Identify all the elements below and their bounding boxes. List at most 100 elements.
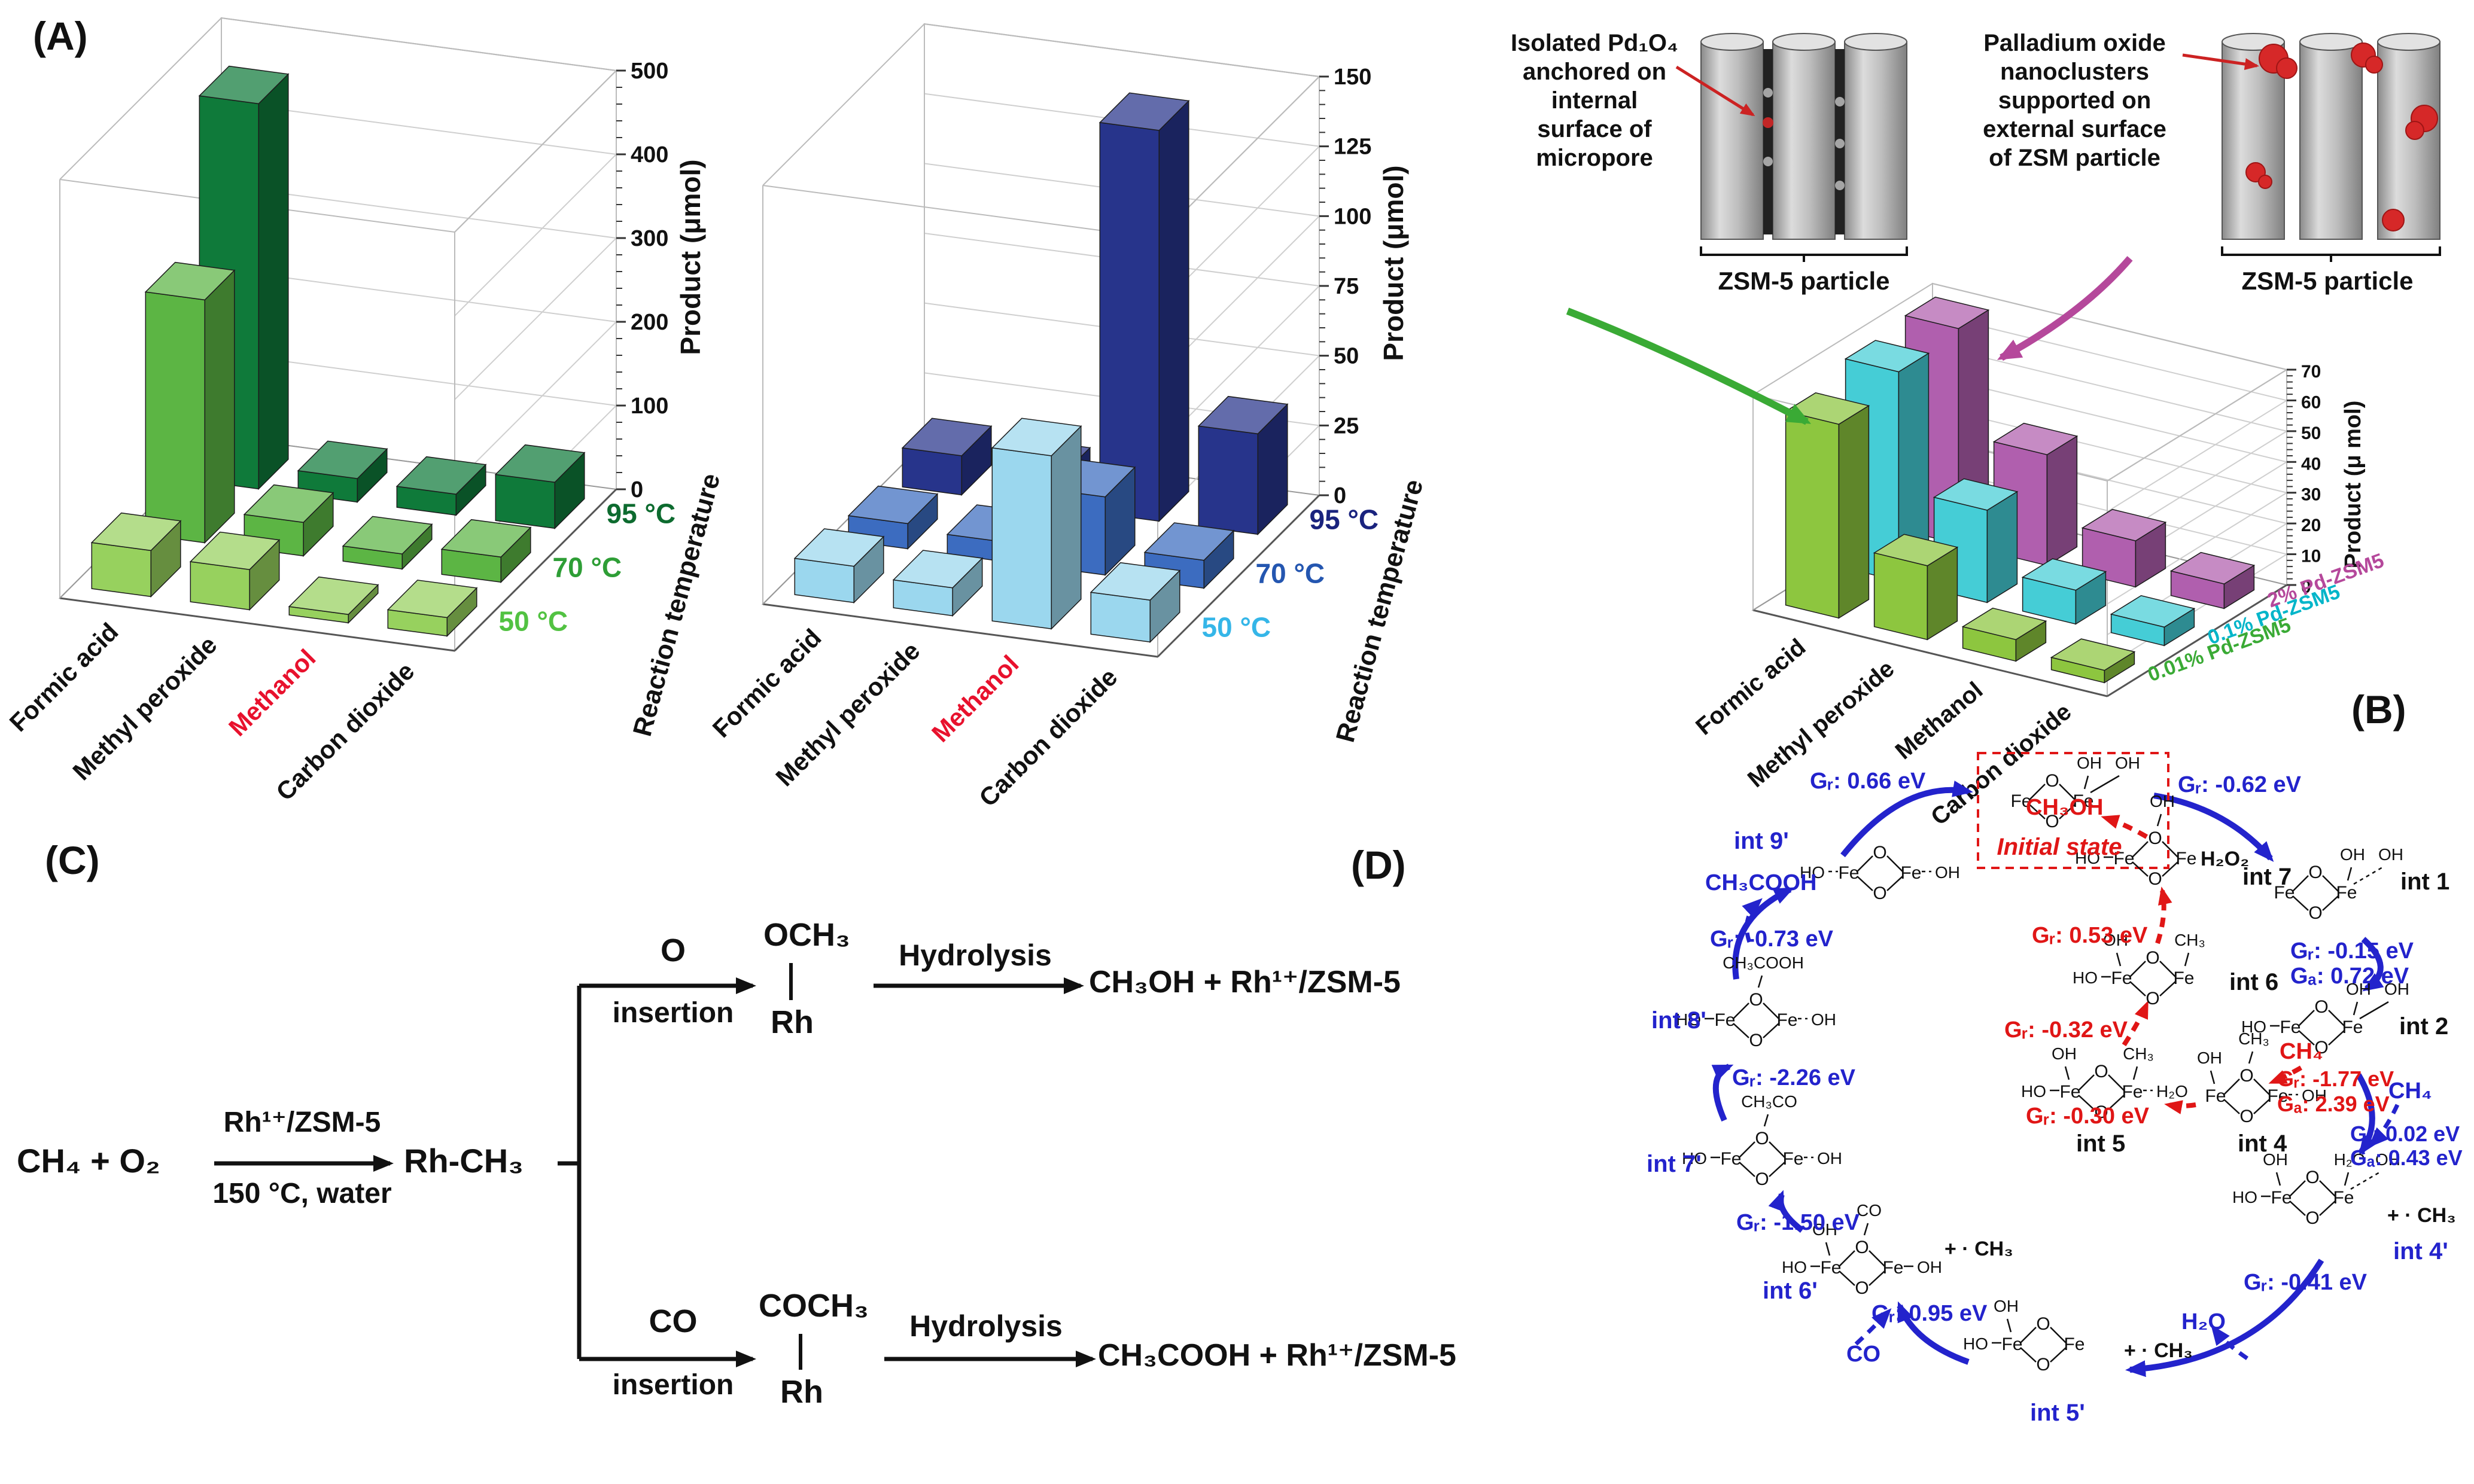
ligand-label: OH [2150, 792, 2175, 810]
bond [2108, 1074, 2125, 1091]
bridge-o-atom: O [1873, 883, 1886, 903]
chart-line [59, 17, 222, 180]
bar-top [387, 580, 478, 618]
zsm5-particle-external-schematic [2221, 33, 2441, 262]
bond [1769, 1162, 1785, 1177]
chart-blue-3d-bars: 0 25 50 75 100 125 150 Product (μmol) 50 °C 70 °C… [707, 23, 1429, 812]
ligand-bond [2353, 866, 2383, 885]
bridge-o-atom: O [1755, 1169, 1769, 1189]
fe-atom: Fe [2271, 1188, 2292, 1208]
ligand-label: OH [1994, 1297, 2019, 1315]
bar-top [198, 65, 290, 105]
ligand-label: OH [2375, 1150, 2400, 1169]
bond [2029, 804, 2046, 819]
bar-top [1098, 92, 1190, 131]
panel-d-label-h2o: H₂O [2181, 1309, 2226, 1334]
bond [1857, 876, 1873, 891]
bond [2029, 784, 2046, 800]
pd-site-dot [1835, 181, 1845, 190]
bar-side [1838, 404, 1870, 619]
bar-top [1904, 296, 1990, 330]
caption-pd-nanoclusters: Palladium oxide nanoclusters supported o… [1983, 30, 2166, 171]
chart-line [221, 17, 617, 71]
bar-top [1933, 478, 2019, 511]
panel-d-label-int9p: int 9' [1734, 828, 1789, 854]
pd-site-dot [1763, 88, 1773, 97]
condition-catalyst: Rh¹⁺/ZSM-5 [223, 1107, 381, 1138]
z-axis-title: Product (μmol) [675, 159, 706, 355]
bond [2319, 1180, 2336, 1197]
ligand-bond [2184, 952, 2190, 967]
bar-top [2050, 638, 2136, 671]
fe-atom: Fe [2342, 1017, 2363, 1037]
ligand-label: OH [1917, 1258, 1942, 1276]
bridge-o-atom: O [2036, 1314, 2050, 1334]
z-tick-label: 100 [631, 394, 668, 419]
z-axis-title: Product (μ mol) [2341, 401, 2366, 569]
condition-temperature: 150 °C, water [212, 1178, 392, 1209]
panel-d-label-int8p: int 8' [1651, 1007, 1706, 1034]
bond [2292, 895, 2309, 911]
panel-d-label-gm015: Gᵣ: -0.15 eV [2290, 938, 2414, 964]
series-label: 95 °C [607, 498, 676, 529]
fe-atom: Fe [1720, 1149, 1741, 1169]
fe-complex-s_1: Fe Fe O O OH OH [2274, 845, 2403, 923]
chart-line [454, 237, 617, 400]
panel-d-label-gm032: Gᵣ: -0.32 eV [2004, 1017, 2128, 1043]
ligand-label: CH₃ [2238, 1029, 2269, 1048]
bridge-o-atom: O [2239, 1107, 2253, 1126]
branch-fork [558, 986, 582, 1359]
panel-d-label-int5: int 5 [2076, 1130, 2126, 1157]
panel-c-reaction-scheme: (C) CH₄ + O₂ Rh¹⁺/ZSM-5 150 °C, water Rh… [12, 825, 1456, 1483]
cycle-arrow-red [2122, 1000, 2149, 1047]
bar-front [1873, 552, 1928, 641]
cycle-arrow-blue [2361, 937, 2384, 992]
bridge-o-atom: O [2314, 1038, 2328, 1058]
panel-d-label-ch4_red: CH₄ [2280, 1039, 2323, 1064]
bar-top [793, 528, 885, 567]
ligand-label: HO [2021, 1082, 2046, 1101]
fe-complex-s_6: Fe Fe O O OH CH₃ HO [2073, 931, 2205, 1008]
cycle-arrow-blue [1768, 1190, 1804, 1233]
z-tick-label: 50 [1334, 344, 1359, 369]
bridge-o-atom: O [2308, 863, 2322, 882]
ligand-bond [2064, 1066, 2070, 1080]
bond [2159, 961, 2176, 977]
panel-d-label-gm030: Gᵣ: -0.30 eV [2026, 1104, 2149, 1129]
panel-d-label-ch3oh: CH₃OH [2026, 795, 2104, 820]
panel-d-label-g095: Gᵣ: 0.95 eV [1872, 1301, 1988, 1326]
ligand-bond [2347, 867, 2353, 881]
bar-side [1158, 99, 1189, 523]
hydrolysis-bottom: Hydrolysis [909, 1309, 1063, 1343]
ligand-label: HO [2241, 1017, 2266, 1036]
fe-complex-s_7p: Fe Fe O O CH₃CO HO OH [1682, 1092, 1842, 1189]
o-insertion-label: O [660, 933, 686, 968]
bar-top [395, 456, 487, 495]
panel-d-label-ga239: Gₐ: 2.39 eV [2277, 1092, 2390, 1116]
bridge-o-atom: O [1749, 1031, 1763, 1050]
panel-d-label-int5p: int 5' [2030, 1400, 2085, 1426]
bond [2223, 1078, 2240, 1095]
panel-d-label-int4p: int 4' [2393, 1238, 2448, 1264]
fe-atom: Fe [2113, 849, 2134, 869]
ligand-label: CH₃ [2174, 931, 2205, 949]
bond [2078, 1074, 2095, 1091]
cycle-arrow-blue [1840, 780, 1973, 858]
zsm5-particle-internal-schematic [1700, 33, 1908, 262]
bond [2159, 981, 2176, 997]
bond [2162, 841, 2178, 858]
bond [2059, 784, 2076, 800]
ligand-label: CO [1857, 1201, 1882, 1220]
cycle-arrow-blue [2368, 1104, 2400, 1148]
bond [1857, 855, 1873, 872]
bond [2253, 1099, 2270, 1114]
bar-side [204, 269, 235, 544]
bar-front [91, 542, 152, 598]
panel-d-label-int4: int 4 [2238, 1130, 2287, 1157]
fe-atom: Fe [2175, 849, 2196, 869]
cycle-arrow-red [2101, 815, 2149, 839]
fe-atom: Fe [1776, 1010, 1797, 1030]
bar-front [1198, 425, 1259, 535]
bar-top [189, 531, 281, 570]
bridge-o-atom: O [2239, 1066, 2253, 1086]
